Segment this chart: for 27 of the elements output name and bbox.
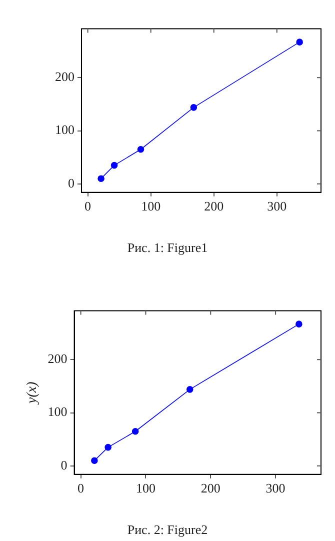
x-tick-label: 300 bbox=[267, 198, 287, 214]
y-tick-label: 0 bbox=[68, 175, 74, 190]
point bbox=[296, 320, 302, 328]
point bbox=[186, 386, 194, 393]
point bbox=[98, 175, 104, 182]
y-tick-label: 100 bbox=[55, 122, 74, 138]
point bbox=[104, 444, 112, 451]
point bbox=[296, 38, 303, 46]
y-tick-label: 200 bbox=[48, 351, 68, 366]
x-tick-label: 200 bbox=[200, 480, 220, 496]
point bbox=[137, 146, 144, 153]
x-tick-label: 0 bbox=[84, 198, 92, 214]
text: Рис. 1: Figure1 bbox=[126, 240, 209, 256]
text: Рис. 2: Figure2 bbox=[126, 522, 209, 538]
y-axis-title: y(x) bbox=[25, 381, 40, 406]
y-tick-label: 100 bbox=[48, 404, 68, 420]
point bbox=[91, 457, 98, 464]
x-tick-label: 300 bbox=[266, 480, 286, 496]
y-tick-label: 200 bbox=[55, 69, 74, 84]
x-tick-label: 100 bbox=[141, 198, 161, 214]
point bbox=[110, 162, 118, 169]
x-tick-label: 0 bbox=[78, 480, 84, 496]
x-tick-label: 200 bbox=[204, 198, 224, 214]
point bbox=[132, 428, 139, 435]
point bbox=[190, 104, 198, 111]
y-tick-label: 0 bbox=[60, 457, 68, 472]
x-tick-label: 100 bbox=[136, 480, 156, 496]
